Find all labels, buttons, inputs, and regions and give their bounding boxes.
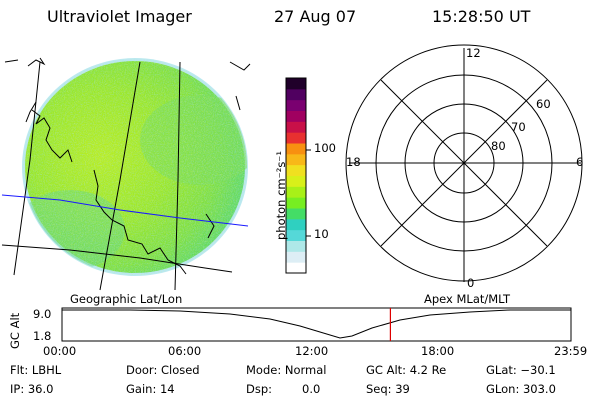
- altitude-axis-label: GC Alt: [8, 312, 22, 349]
- status-dsp-value: 0.0: [302, 382, 321, 396]
- colorbar-segment: [286, 197, 306, 209]
- mlat-label-80: 80: [491, 139, 506, 153]
- colorbar-segment: [286, 262, 306, 274]
- colorbar-segment: [286, 164, 306, 176]
- colorbar-segment: [286, 121, 306, 133]
- status-seq: Seq: 39: [366, 382, 410, 396]
- uv-image: [22, 58, 248, 276]
- status-glat: GLat: −30.1: [486, 363, 556, 377]
- status-glon: GLon: 303.0: [486, 382, 556, 396]
- colorbar-tick-10: 10: [314, 227, 329, 241]
- instrument-title: Ultraviolet Imager: [47, 7, 192, 26]
- colorbar-segment: [286, 78, 306, 90]
- colorbar-segment: [286, 143, 306, 155]
- colorbar-segment: [286, 240, 306, 252]
- date-label: 27 Aug 07: [274, 7, 357, 26]
- time-tick-0000: 00:00: [43, 344, 77, 358]
- mlat-label-60: 60: [536, 97, 551, 111]
- status-mode: Mode: Normal: [246, 363, 327, 377]
- colorbar-segment: [286, 99, 306, 111]
- mlt-label-6: 6: [576, 155, 584, 169]
- colorbar-segment: [286, 229, 306, 241]
- mlt-label-18: 18: [346, 155, 361, 169]
- status-dsp-label: Dsp:: [246, 382, 273, 396]
- time-tick-2359: 23:59: [554, 344, 588, 358]
- colorbar-segment: [286, 251, 306, 263]
- colorbar-segment: [286, 110, 306, 122]
- colorbar-segment: [286, 132, 306, 144]
- altitude-max-label: 9.0: [33, 307, 52, 321]
- colorbar-segment: [286, 88, 306, 101]
- colorbar-segment: [286, 175, 306, 187]
- time-tick-0600: 06:00: [168, 344, 202, 358]
- mlat-label-70: 70: [511, 120, 526, 134]
- status-door: Door: Closed: [126, 363, 200, 377]
- status-ip: IP: 36.0: [10, 382, 54, 396]
- colorbar-tick-100: 100: [314, 141, 336, 155]
- colorbar-segment: [286, 153, 306, 166]
- geographic-title: Geographic Lat/Lon: [70, 292, 183, 306]
- color-bar: [285, 77, 311, 274]
- altitude-plot: [61, 307, 572, 342]
- geographic-grid: [1, 61, 249, 291]
- time-tick-1200: 12:00: [295, 344, 329, 358]
- polar-plot: [345, 44, 583, 282]
- mlt-label-12: 12: [466, 46, 481, 60]
- mlt-label-0: 0: [467, 276, 475, 290]
- colorbar-segment: [286, 218, 306, 231]
- status-gcalt: GC Alt: 4.2 Re: [366, 363, 447, 377]
- colorbar-segment: [286, 208, 306, 220]
- time-label: 15:28:50 UT: [432, 7, 531, 26]
- status-flt: Flt: LBHL: [10, 363, 62, 377]
- colorbar-unit-label: photon cm⁻²s⁻¹: [274, 151, 288, 240]
- time-tick-1800: 18:00: [421, 344, 455, 358]
- apex-title: Apex MLat/MLT: [424, 292, 511, 306]
- colorbar-segment: [286, 186, 306, 198]
- altitude-min-label: 1.8: [33, 329, 52, 343]
- status-gain: Gain: 14: [126, 382, 175, 396]
